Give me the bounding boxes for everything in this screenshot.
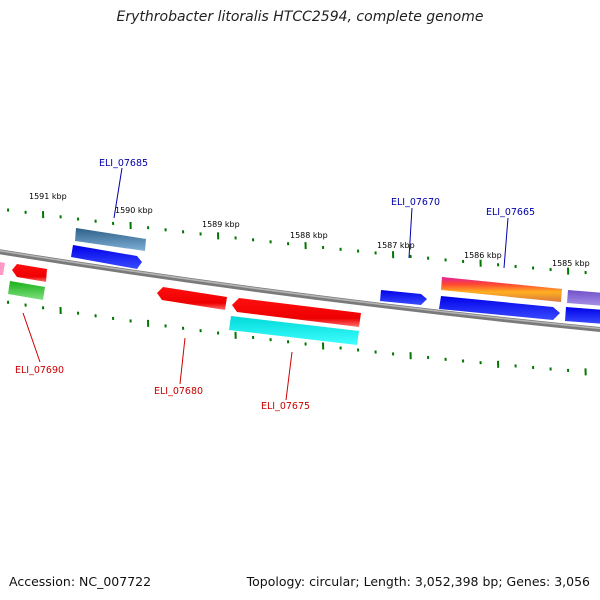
gene-label[interactable]: ELI_07680	[154, 386, 203, 397]
scale-label: 1585 kbp	[552, 259, 590, 268]
gene-label[interactable]: ELI_07675	[261, 401, 310, 412]
scale-label: 1589 kbp	[202, 220, 240, 229]
genome-backbone	[0, 249, 600, 333]
gene-feature[interactable]	[157, 287, 227, 310]
gene-label[interactable]: ELI_07670	[391, 197, 440, 208]
gene-leader-line	[285, 351, 293, 401]
scale-label: 1591 kbp	[29, 192, 67, 201]
outer-scale-ticks	[7, 208, 587, 275]
gene-feature[interactable]	[229, 316, 359, 345]
genome-summary-text: Topology: circular; Length: 3,052,398 bp…	[246, 574, 590, 589]
gene-feature[interactable]	[565, 307, 600, 324]
gene-feature[interactable]	[380, 290, 427, 305]
genome-title: Erythrobacter litoralis HTCC2594, comple…	[116, 9, 484, 25]
gene-label[interactable]: ELI_07665	[486, 207, 535, 218]
genome-backbone-highlight	[0, 250, 600, 330]
gene-label[interactable]: ELI_07685	[99, 158, 148, 169]
scale-label: 1590 kbp	[115, 206, 153, 215]
accession-text: Accession: NC_007722	[9, 574, 152, 589]
gene-feature[interactable]	[439, 296, 560, 320]
gene-feature[interactable]	[232, 298, 361, 327]
gene-feature[interactable]	[12, 264, 47, 282]
gene-feature[interactable]	[75, 228, 146, 251]
inner-scale-ticks	[7, 300, 587, 376]
scale-label: 1586 kbp	[464, 251, 502, 260]
gene-leader-line	[113, 167, 123, 219]
scale-label: 1588 kbp	[290, 231, 328, 240]
gene-leader-line	[503, 217, 509, 269]
scale-label: 1587 kbp	[377, 241, 415, 250]
gene-feature[interactable]	[567, 290, 600, 306]
gene-label[interactable]: ELI_07690	[15, 365, 64, 376]
gene-leader-line	[179, 337, 186, 385]
gene-feature[interactable]	[441, 277, 562, 302]
gene-feature[interactable]	[71, 245, 142, 269]
gene-feature[interactable]	[8, 281, 45, 300]
gene-leader-line	[408, 207, 413, 259]
gene-feature[interactable]	[0, 262, 5, 275]
gene-leader-line	[22, 312, 41, 363]
